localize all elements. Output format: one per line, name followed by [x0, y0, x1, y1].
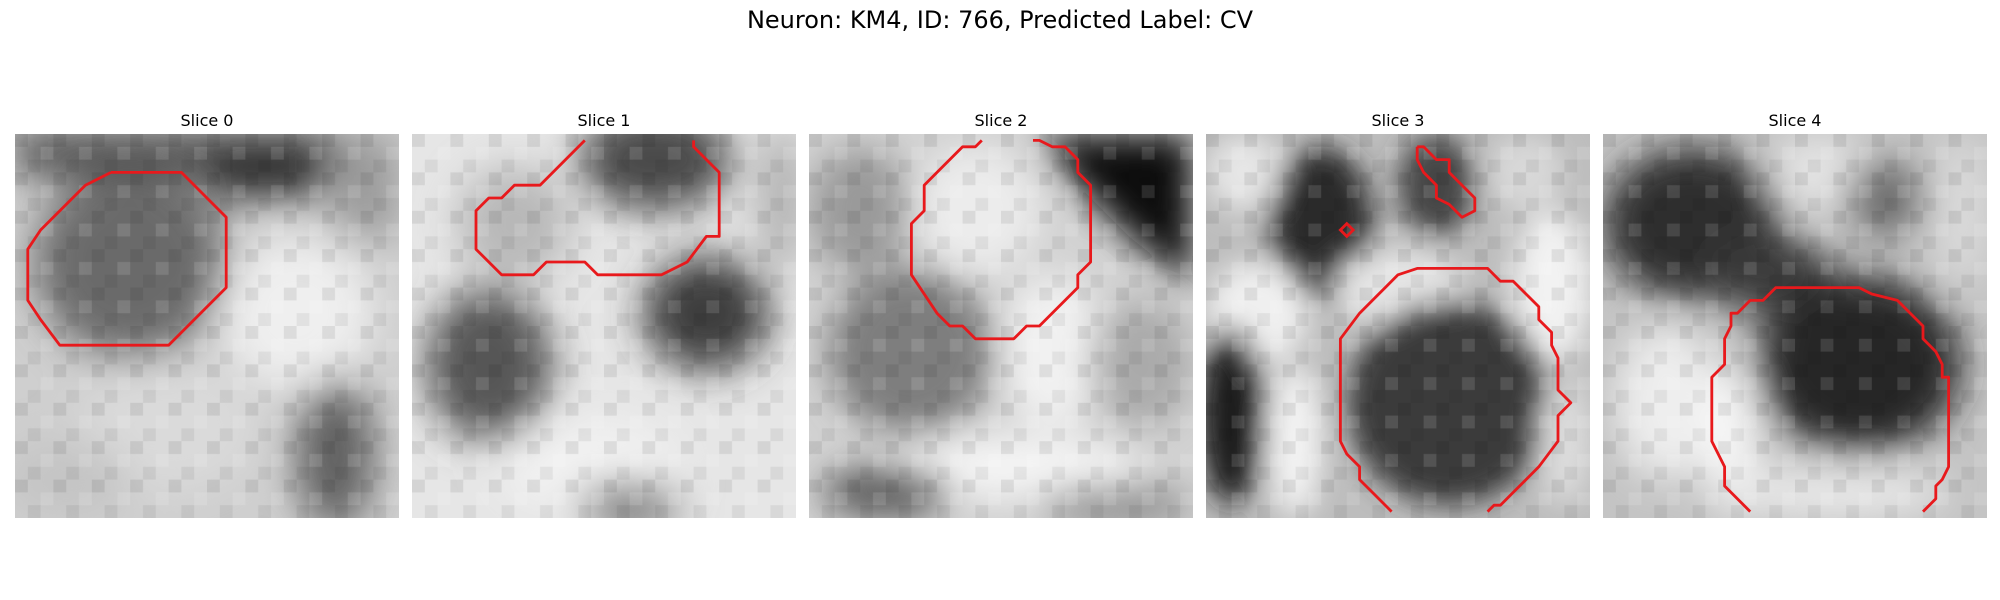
contour-line	[1415, 145, 1477, 219]
microscopy-slice-1	[412, 134, 796, 518]
microscopy-slice-4	[1603, 134, 1987, 518]
contour-line	[1338, 221, 1356, 239]
slice-panel-4: Slice 4	[1603, 108, 1987, 518]
slice-title: Slice 2	[974, 111, 1028, 130]
figure-title: Neuron: KM4, ID: 766, Predicted Label: C…	[746, 6, 1254, 34]
slice-panel-2: Slice 2	[809, 108, 1193, 518]
microscopy-slice-0	[15, 134, 399, 518]
slice-title: Slice 3	[1371, 111, 1425, 130]
contour-line	[1710, 286, 1951, 513]
contour-line	[474, 139, 721, 277]
slice-panel-1: Slice 1	[412, 108, 796, 518]
contour-line	[26, 170, 228, 347]
slice-title: Slice 4	[1768, 111, 1822, 130]
slice-title: Slice 0	[180, 111, 234, 130]
slice-panel-0: Slice 0	[15, 108, 399, 518]
slice-title: Slice 1	[577, 111, 631, 130]
contour-line	[909, 138, 1093, 341]
slice-panel-3: Slice 3	[1206, 108, 1590, 518]
contour-line	[1338, 266, 1573, 513]
microscopy-slice-2	[809, 134, 1193, 518]
microscopy-slice-3	[1206, 134, 1590, 518]
